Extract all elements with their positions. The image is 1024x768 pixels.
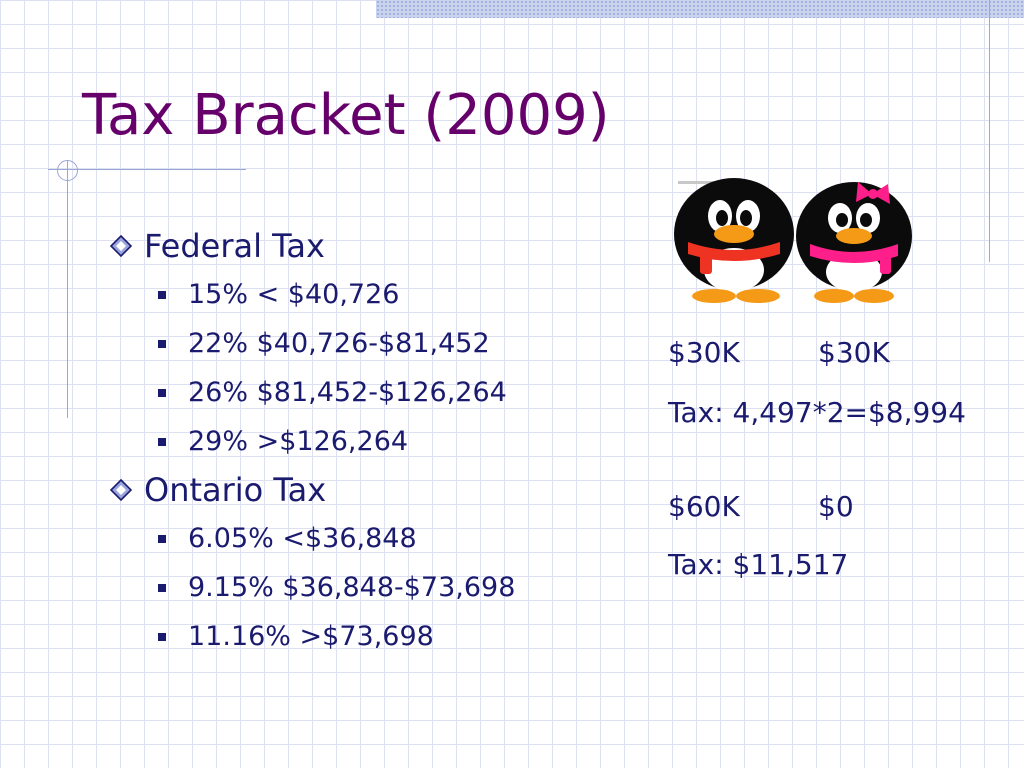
right-penguin <box>796 182 912 303</box>
top-decorative-band <box>376 0 1024 18</box>
list-item: 26% $81,452-$126,264 <box>108 368 628 417</box>
diamond-bullet-icon <box>110 235 132 257</box>
square-bullet-icon <box>158 584 166 592</box>
list-item-text: 9.15% $36,848-$73,698 <box>188 572 516 603</box>
diamond-bullet-icon <box>110 479 132 501</box>
section-heading-label: Ontario Tax <box>144 471 327 509</box>
list-item: 15% < $40,726 <box>108 270 628 319</box>
income-a: $30K <box>668 336 740 369</box>
example-1-tax: Tax: 4,497*2=$8,994 <box>668 396 966 429</box>
list-item-text: 22% $40,726-$81,452 <box>188 328 490 359</box>
square-bullet-icon <box>158 438 166 446</box>
square-bullet-icon <box>158 633 166 641</box>
square-bullet-icon <box>158 340 166 348</box>
penguin-couple-illustration <box>674 178 912 303</box>
list-item-text: 11.16% >$73,698 <box>188 621 434 652</box>
corner-circle-ornament <box>57 160 78 181</box>
right-vertical-rule <box>989 0 990 262</box>
slide-title: Tax Bracket (2009) <box>82 83 610 148</box>
section-heading-federal: Federal Tax <box>108 222 628 270</box>
income-a: $60K <box>668 490 740 523</box>
title-underline-rule <box>48 169 246 170</box>
list-item-text: 6.05% <$36,848 <box>188 523 417 554</box>
left-vertical-rule <box>67 160 68 418</box>
list-item: 9.15% $36,848-$73,698 <box>108 563 628 612</box>
list-item-text: 26% $81,452-$126,264 <box>188 377 507 408</box>
example-2-incomes: $60K $0 <box>668 490 854 523</box>
bullet-list: Federal Tax 15% < $40,726 22% $40,726-$8… <box>108 222 628 661</box>
list-item-text: 15% < $40,726 <box>188 279 400 310</box>
example-2-tax: Tax: $11,517 <box>668 548 849 581</box>
list-item: 29% >$126,264 <box>108 417 628 466</box>
square-bullet-icon <box>158 535 166 543</box>
square-bullet-icon <box>158 389 166 397</box>
list-item-text: 29% >$126,264 <box>188 426 409 457</box>
income-b: $0 <box>818 490 854 523</box>
list-item: 22% $40,726-$81,452 <box>108 319 628 368</box>
list-item: 11.16% >$73,698 <box>108 612 628 661</box>
section-heading-ontario: Ontario Tax <box>108 466 628 514</box>
caption-smudge <box>678 181 738 184</box>
list-item: 6.05% <$36,848 <box>108 514 628 563</box>
section-heading-label: Federal Tax <box>144 227 325 265</box>
left-penguin <box>674 178 794 303</box>
square-bullet-icon <box>158 291 166 299</box>
example-1-incomes: $30K $30K <box>668 336 890 369</box>
income-b: $30K <box>818 336 890 369</box>
